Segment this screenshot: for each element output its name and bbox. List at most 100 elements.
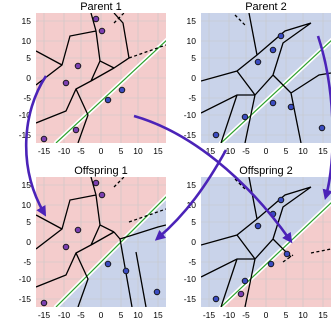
crossover-arrows [24,35,331,244]
cell-boundaries-dashed [234,178,331,263]
data-point [40,135,48,143]
data-point [212,295,220,303]
tick-x-15: 15 [153,146,163,156]
data-point [254,222,262,230]
cell-boundaries [36,13,130,143]
points [40,15,126,143]
data-point [62,79,70,87]
data-point [74,226,82,234]
tick-y-m10: -10 [184,110,197,120]
data-point [122,267,130,275]
cell-boundaries-dashed [113,177,166,223]
data-point [98,27,106,35]
data-point [277,32,285,40]
tick-x-15: 15 [318,310,328,320]
arrow-p1-to-o2 [133,114,293,244]
tick-y-m15: -15 [184,294,197,304]
tick-y-m5: -5 [23,257,31,267]
tick-x-m5: -5 [242,310,250,320]
tick-x-m10: -10 [58,310,71,320]
tick-x-m10: -10 [58,146,71,156]
tick-x-m15: -15 [203,146,216,156]
panel-title: Parent 2 [245,1,287,13]
tick-y-15: 15 [187,180,197,190]
tick-y-10: 10 [187,36,197,46]
tick-y-0: 0 [191,237,196,247]
grid [201,13,331,143]
tick-y-m5: -5 [188,257,196,267]
reference-line [220,40,331,143]
tick-x-10: 10 [298,146,308,156]
points [40,179,161,307]
tick-y-m15: -15 [19,130,32,140]
tick-x-0: 0 [99,146,104,156]
arrow-p1-to-o1 [24,75,48,217]
tick-x-m10: -10 [223,146,236,156]
data-point [269,46,277,54]
tick-y-5: 5 [26,53,31,63]
data-point [153,288,161,296]
reference-line [220,202,331,307]
tick-y-10: 10 [22,36,32,46]
tick-y-5: 5 [26,217,31,227]
cell-boundaries-dashed [113,13,166,59]
tick-y-15: 15 [187,16,197,26]
panel-offspring-2: Offspring 2 15 10 5 0 -5 -10 -15 -15 -10… [184,165,331,320]
points [212,196,291,303]
arrow-p2-to-o2 [316,35,331,201]
data-point [241,113,249,121]
data-point [72,126,80,134]
data-point [104,96,112,104]
cell-boundaries [201,13,331,143]
reference-line [55,40,166,143]
tick-y-m15: -15 [19,294,32,304]
cell-boundaries [201,177,312,307]
tick-x-15: 15 [153,310,163,320]
data-point [92,15,100,23]
panel-title: Offspring 1 [74,165,128,177]
data-point [98,191,106,199]
data-point [277,196,285,204]
tick-x-0: 0 [99,310,104,320]
tick-x-15: 15 [318,146,328,156]
data-point [318,124,326,132]
tick-y-m5: -5 [23,93,31,103]
tick-x-m10: -10 [223,310,236,320]
tick-x-m5: -5 [77,146,85,156]
panel-parent-1: Parent 1 15 10 5 0 -5 -10 -15 -15 [19,1,166,156]
panel-title: Offspring 2 [239,165,293,177]
tick-y-m5: -5 [188,93,196,103]
arrow-p2-to-o1 [154,149,228,241]
tick-y-10: 10 [22,200,32,210]
data-point [254,58,262,66]
tick-x-0: 0 [264,146,269,156]
tick-y-m10: -10 [19,110,32,120]
tick-x-m5: -5 [77,310,85,320]
panel-title: Parent 1 [80,1,122,13]
tick-x-10: 10 [133,146,143,156]
tick-x-m5: -5 [242,146,250,156]
tick-y-15: 15 [22,180,32,190]
data-point [267,260,275,268]
tick-x-m15: -15 [203,310,216,320]
tick-x-5: 5 [284,310,289,320]
tick-y-5: 5 [191,53,196,63]
cell-boundaries-dashed [234,14,246,26]
data-point [283,250,291,258]
tick-y-5: 5 [191,217,196,227]
tick-x-10: 10 [298,310,308,320]
data-point [269,99,277,107]
panel-parent-2: Parent 2 15 10 5 0 -5 -10 -15 -15 -10 -5… [184,1,331,156]
panel-offspring-1: Offspring 1 15 10 5 0 -5 -10 -15 -15 -10… [19,165,166,320]
data-point [62,243,70,251]
tick-x-5: 5 [119,146,124,156]
tick-y-m10: -10 [184,274,197,284]
data-point [74,62,82,70]
data-point [104,260,112,268]
tick-y-0: 0 [26,73,31,83]
data-point [241,277,249,285]
data-point [92,179,100,187]
tick-x-5: 5 [119,310,124,320]
cell-boundaries [36,177,166,307]
